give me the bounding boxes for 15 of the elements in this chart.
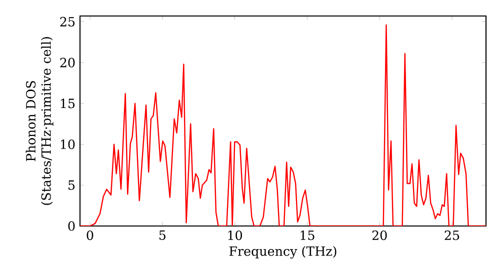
y-tick-label: 5 — [68, 180, 75, 190]
y-tick-label: 15 — [60, 98, 75, 108]
y-tick-label: 0 — [68, 221, 75, 231]
y-tick-label: 10 — [60, 139, 75, 150]
y-tick-label: 20 — [60, 58, 75, 68]
x-tick-label: 10 — [228, 230, 242, 240]
y-tick-label: 25 — [60, 16, 75, 27]
x-tick-label: 15 — [300, 230, 314, 240]
y-axis-title: Phonon DOS (States/THz·primitive cell) — [26, 37, 54, 205]
x-axis-title: Frequency (THz) — [229, 246, 336, 259]
line-series — [80, 24, 486, 226]
x-tick-label: 20 — [372, 230, 387, 240]
x-tick-label: 0 — [86, 230, 94, 240]
x-tick-label: 5 — [159, 230, 166, 240]
x-tick-label: 25 — [444, 230, 460, 240]
